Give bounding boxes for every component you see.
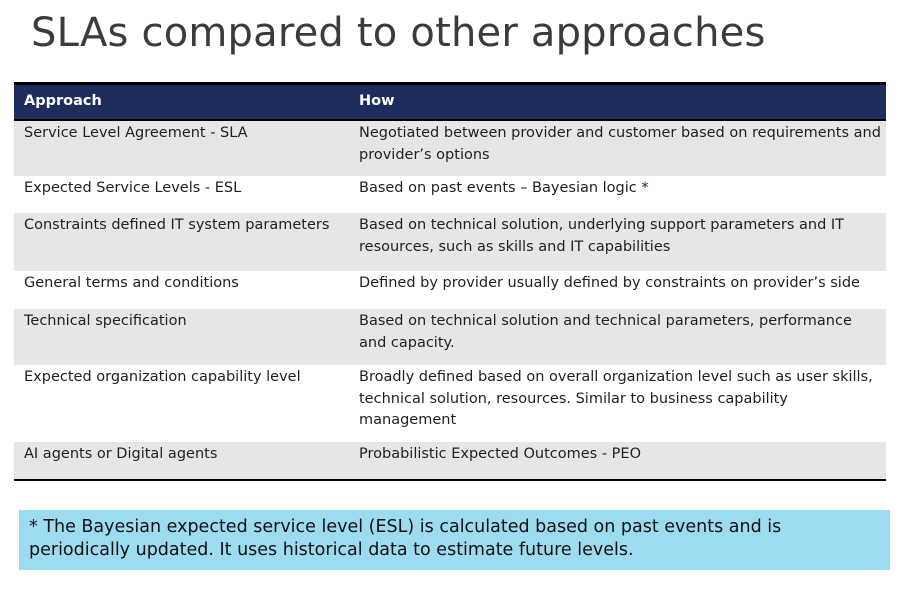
approach-cell: Expected Service Levels - ESL [14, 176, 349, 213]
approach-cell: Technical specification [14, 309, 349, 365]
column-header-approach: Approach [14, 83, 349, 121]
approach-cell: Expected organization capability level [14, 365, 349, 442]
table-row: Expected organization capability level B… [14, 365, 886, 442]
table-row: AI agents or Digital agents Probabilisti… [14, 442, 886, 480]
table-row: Expected Service Levels - ESL Based on p… [14, 176, 886, 213]
column-header-how: How [349, 83, 886, 121]
how-cell: Based on technical solution, underlying … [349, 213, 886, 271]
approach-cell: Service Level Agreement - SLA [14, 120, 349, 176]
how-cell: Based on past events – Bayesian logic * [349, 176, 886, 213]
approach-cell: AI agents or Digital agents [14, 442, 349, 480]
table-header-row: Approach How [14, 83, 886, 121]
approach-cell: Constraints defined IT system parameters [14, 213, 349, 271]
table-row: Service Level Agreement - SLA Negotiated… [14, 120, 886, 176]
comparison-table: Approach How Service Level Agreement - S… [14, 82, 886, 481]
how-cell: Negotiated between provider and customer… [349, 120, 886, 176]
how-cell: Based on technical solution and technica… [349, 309, 886, 365]
page-title: SLAs compared to other approaches [31, 10, 766, 56]
table-row: General terms and conditions Defined by … [14, 271, 886, 309]
footnote-box: * The Bayesian expected service level (E… [19, 510, 890, 570]
table-row: Constraints defined IT system parameters… [14, 213, 886, 271]
how-cell: Probabilistic Expected Outcomes - PEO [349, 442, 886, 480]
how-cell: Defined by provider usually defined by c… [349, 271, 886, 309]
table-row: Technical specification Based on technic… [14, 309, 886, 365]
how-cell: Broadly defined based on overall organiz… [349, 365, 886, 442]
approach-cell: General terms and conditions [14, 271, 349, 309]
